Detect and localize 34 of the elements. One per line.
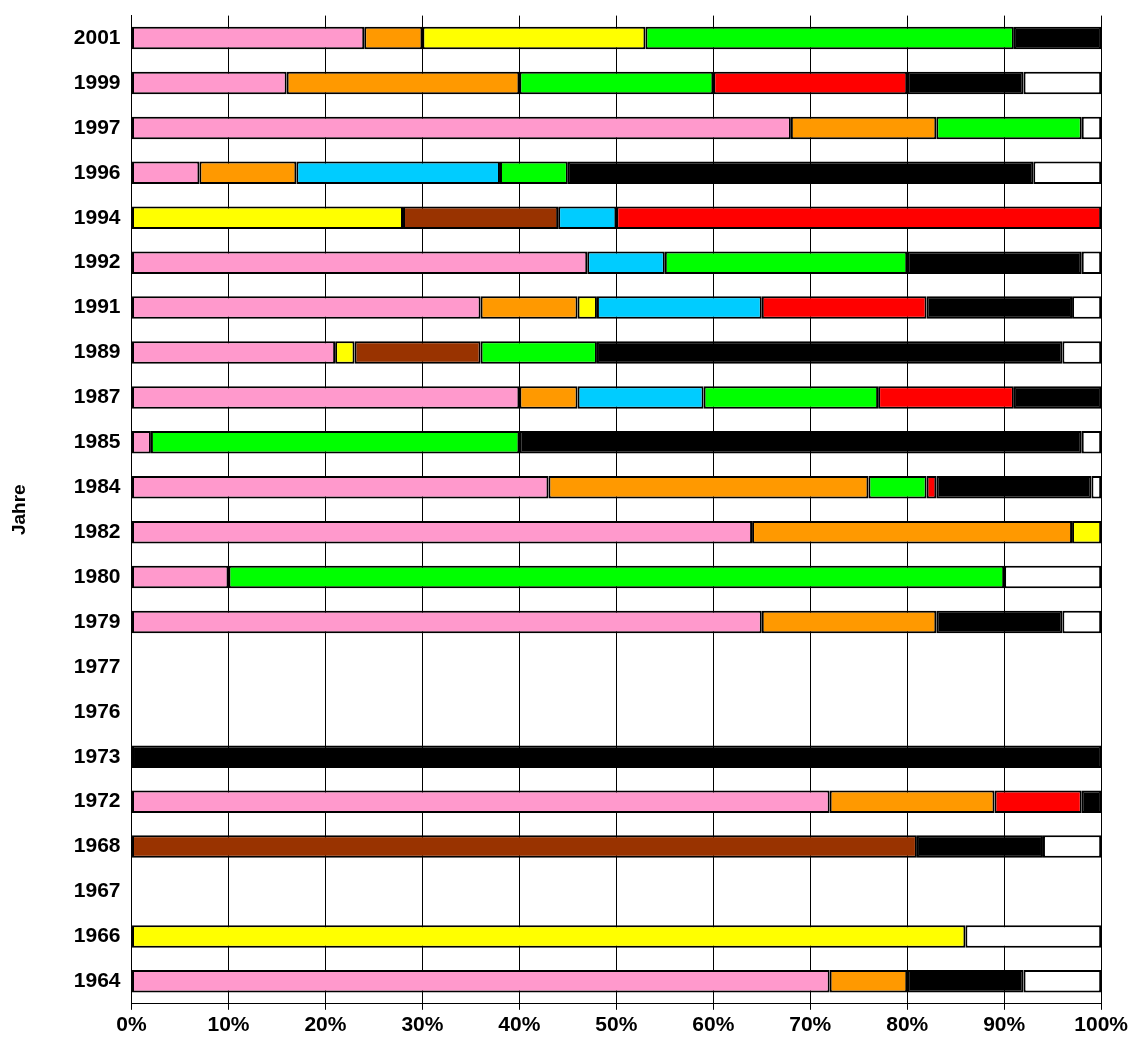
x-tick-label: 10% xyxy=(207,1012,250,1036)
y-tick-label: 1994 xyxy=(73,204,121,228)
x-tick-label: 30% xyxy=(401,1012,444,1036)
y-tick-label: 1967 xyxy=(73,878,121,902)
y-tick-label: 1973 xyxy=(73,743,121,767)
y-tick-label: 1968 xyxy=(73,833,121,857)
x-tick-label: 70% xyxy=(789,1012,832,1036)
y-tick-label: 1976 xyxy=(73,698,121,722)
y-tick-label: 1997 xyxy=(73,114,121,138)
y-tick-label: 1996 xyxy=(73,159,121,183)
y-tick-label: 1984 xyxy=(73,474,121,498)
x-tick-label: 100% xyxy=(1074,1012,1129,1036)
y-tick-label: 1987 xyxy=(73,384,121,408)
y-tick-label: 1999 xyxy=(73,69,121,93)
y-tick-label: 1979 xyxy=(73,608,121,632)
y-tick-label: 1991 xyxy=(73,294,121,318)
y-tick-label: 2001 xyxy=(73,24,121,48)
x-tick-label: 50% xyxy=(595,1012,638,1036)
y-tick-label: 1966 xyxy=(73,923,121,947)
x-tick-label: 80% xyxy=(886,1012,929,1036)
y-tick-label: 1972 xyxy=(73,788,121,812)
x-tick-label: 20% xyxy=(304,1012,347,1036)
x-tick-label: 0% xyxy=(116,1012,148,1036)
y-tick-label: 1989 xyxy=(73,339,121,363)
y-axis-title: Jahre xyxy=(7,484,29,536)
y-tick-label: 1964 xyxy=(73,968,121,992)
y-tick-label: 1985 xyxy=(73,429,121,453)
x-tick-label: 40% xyxy=(498,1012,541,1036)
x-tick-label: 60% xyxy=(692,1012,735,1036)
y-tick-label: 1982 xyxy=(73,518,121,542)
y-tick-label: 1992 xyxy=(73,249,121,273)
x-tick-label: 90% xyxy=(983,1012,1026,1036)
y-tick-label: 1977 xyxy=(73,653,121,677)
y-tick-label: 1980 xyxy=(73,563,121,587)
